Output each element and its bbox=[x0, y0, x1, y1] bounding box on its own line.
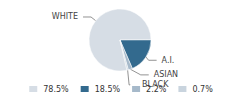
svg-text:ASIAN: ASIAN bbox=[154, 70, 178, 79]
svg-text:A.I.: A.I. bbox=[162, 56, 175, 65]
svg-text:78.5%: 78.5% bbox=[43, 85, 69, 94]
svg-text:18.5%: 18.5% bbox=[95, 85, 121, 94]
svg-text:2.2%: 2.2% bbox=[146, 85, 167, 94]
svg-text:0.7%: 0.7% bbox=[192, 85, 213, 94]
svg-text:WHITE: WHITE bbox=[52, 12, 78, 21]
